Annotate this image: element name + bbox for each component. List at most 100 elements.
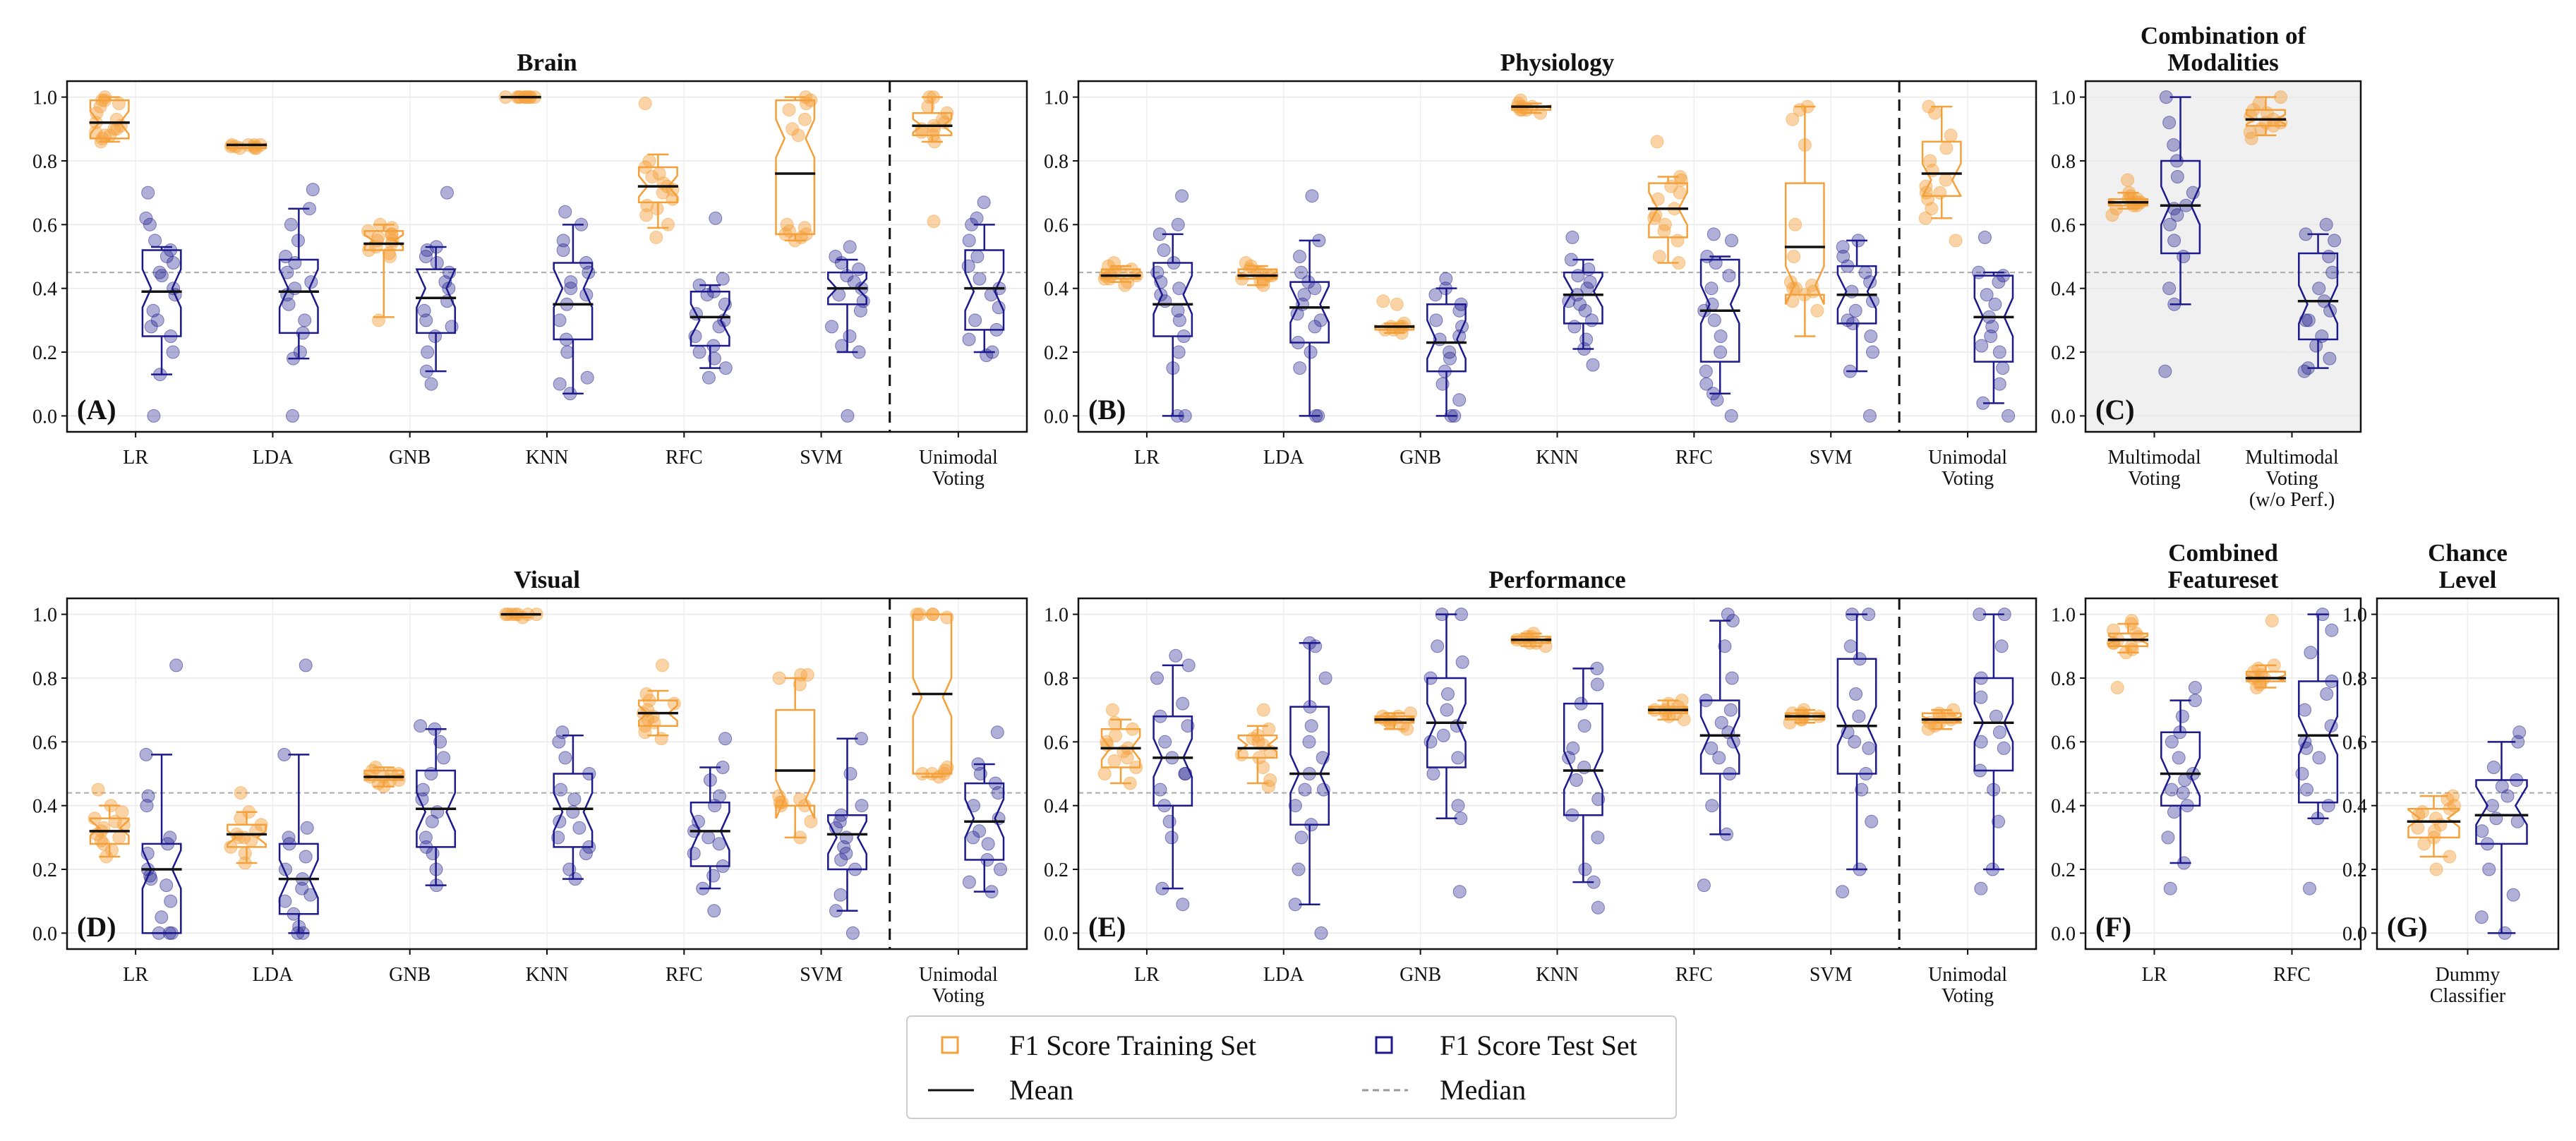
train-box: [363, 230, 404, 251]
x-tick-label: RFC: [1675, 964, 1713, 986]
train-point: [98, 93, 112, 107]
train-point: [2243, 125, 2257, 139]
test-point: [563, 387, 577, 401]
train-point: [1124, 262, 1138, 277]
test-box: [141, 249, 182, 337]
test-box: [827, 814, 867, 871]
test-point: [1700, 250, 1714, 263]
test-point: [2510, 773, 2524, 787]
test-point: [579, 288, 594, 302]
y-tick-label: 0.4: [32, 796, 57, 818]
test-point: [562, 862, 577, 876]
train-point: [1114, 265, 1128, 279]
test-point: [553, 313, 567, 327]
test-point: [971, 757, 985, 771]
test-point: [2319, 217, 2333, 231]
test-point: [1311, 409, 1325, 423]
y-tick-label: 0.0: [32, 923, 57, 945]
x-tick-label: Unimodal: [1928, 964, 2007, 986]
test-point: [692, 278, 706, 292]
test-point: [1438, 282, 1452, 296]
test-point: [278, 894, 292, 908]
train-box: [1100, 728, 1141, 768]
test-point: [1848, 303, 1862, 318]
test-point: [990, 725, 1004, 739]
test-point: [144, 320, 158, 334]
test-point: [2163, 881, 2177, 895]
train-point: [798, 221, 812, 235]
test-point: [2325, 265, 2340, 279]
train-point: [1107, 256, 1121, 270]
panel-title: Level: [2439, 566, 2497, 593]
test-point: [424, 767, 438, 780]
test-box: [1973, 677, 2014, 772]
legend-train-label: F1 Score Training Set: [1009, 1030, 1256, 1061]
test-point: [709, 211, 723, 225]
train-box: [89, 817, 130, 845]
test-point: [1573, 297, 1587, 311]
test-point: [284, 217, 298, 231]
test-point: [166, 345, 180, 359]
test-point: [1845, 608, 1859, 622]
x-tick-label: Voting: [1942, 985, 1994, 1007]
test-point: [1845, 284, 1859, 298]
test-point: [2298, 703, 2312, 717]
test-point: [1570, 773, 1583, 787]
panel-letter-label: (B): [1088, 394, 1126, 425]
test-point: [2163, 217, 2177, 231]
train-point: [1107, 754, 1121, 768]
train-point: [2258, 116, 2273, 130]
test-point: [2303, 881, 2316, 895]
test-point: [706, 339, 721, 353]
test-point: [1862, 741, 1876, 755]
test-point: [1305, 189, 1319, 203]
test-point: [707, 351, 721, 366]
test-point: [564, 275, 578, 289]
test-point: [716, 761, 730, 774]
panel-title: Visual: [514, 566, 580, 593]
test-point: [843, 240, 857, 254]
y-tick-label: 0.8: [1044, 151, 1069, 173]
test-point: [707, 904, 721, 918]
train-point: [638, 160, 652, 174]
x-tick-label: LDA: [1263, 964, 1304, 986]
test-point: [1154, 288, 1168, 302]
test-point: [989, 776, 1002, 790]
test-point: [167, 282, 181, 296]
panel-letter-label: (F): [2095, 911, 2131, 943]
panel-c: 0.00.20.40.60.81.0MultimodalVotingMultim…: [2051, 22, 2362, 511]
train-point: [2274, 90, 2288, 104]
test-point: [1176, 330, 1191, 343]
test-point: [143, 217, 157, 231]
test-point: [2299, 227, 2313, 241]
train-point: [97, 821, 111, 835]
test-point: [1152, 227, 1167, 241]
train-point: [1253, 265, 1268, 279]
test-point: [1314, 926, 1328, 940]
test-point: [692, 345, 706, 359]
train-point: [1520, 629, 1534, 644]
x-tick-label: SVM: [1810, 964, 1853, 986]
test-point: [419, 364, 433, 378]
train-point: [385, 227, 398, 241]
test-point: [1579, 332, 1594, 346]
legend-train-swatch: [941, 1036, 959, 1054]
train-point: [97, 128, 112, 143]
train-point: [2411, 821, 2425, 835]
test-point: [1975, 339, 1989, 353]
train-point: [639, 687, 654, 701]
panels-layer: 0.0 0.2 0.4 0.6 0.8 1.0 LR LDA GNB KNN RFC SVM Unimo…: [32, 22, 2560, 1007]
test-point: [1841, 313, 1855, 327]
test-point: [843, 330, 857, 343]
test-point: [551, 831, 565, 845]
test-point: [840, 269, 854, 283]
x-tick-label: RFC: [2273, 964, 2311, 986]
test-point: [1443, 345, 1457, 359]
test-box: [964, 249, 1005, 331]
train-point: [2446, 789, 2460, 803]
test-point: [1723, 767, 1737, 780]
train-point: [2105, 208, 2119, 222]
train-point: [1234, 747, 1248, 761]
test-point: [1587, 875, 1601, 889]
y-tick-label: 1.0: [2051, 87, 2076, 109]
